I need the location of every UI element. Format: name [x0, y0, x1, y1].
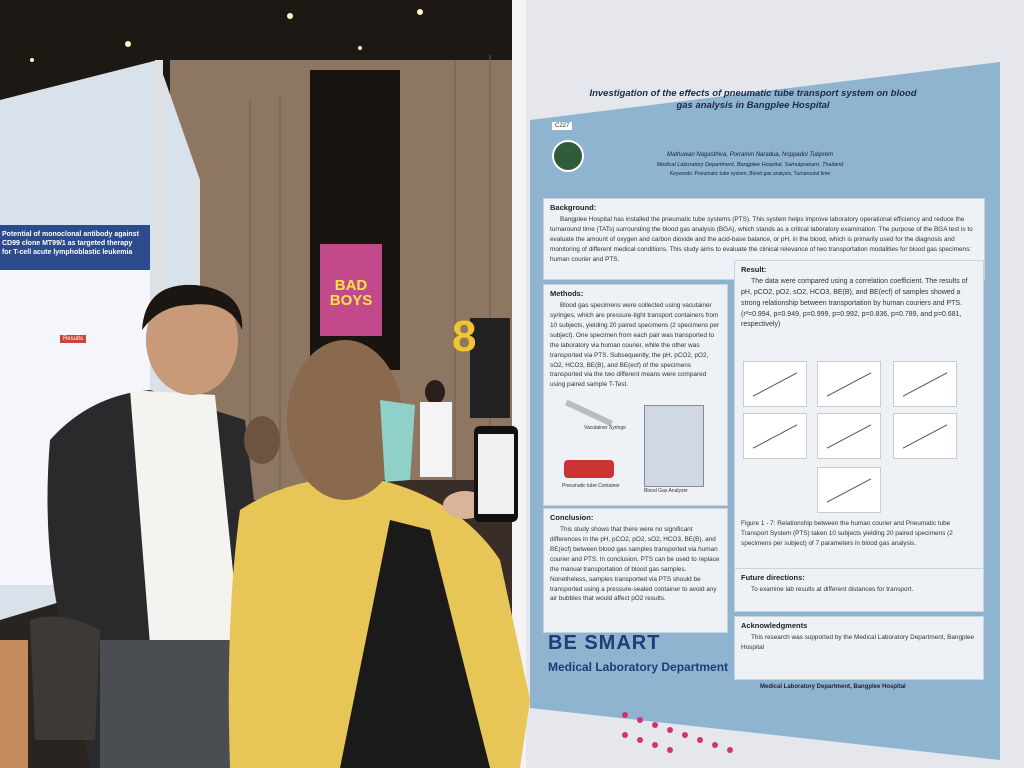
section-heading: Background:: [550, 203, 597, 212]
booth-pole: [155, 60, 163, 360]
movie-poster: [320, 244, 382, 336]
result-plot: [817, 413, 881, 459]
section-heading: Result:: [741, 265, 767, 274]
result-plot: [743, 413, 807, 459]
section-body: This study shows that there were no sign…: [550, 526, 720, 603]
hospital-logo: [552, 140, 584, 172]
result-plot: [743, 361, 807, 407]
brand-sub: Medical Laboratory Department: [548, 660, 729, 674]
poster-affiliation: Medical Laboratory Department, Bangplee …: [656, 162, 844, 168]
analyzer: [644, 405, 704, 487]
booth-number: 8: [452, 312, 477, 361]
left-poster-section: Results: [60, 335, 87, 343]
conclusion-box: Conclusion: This study shows that there …: [543, 508, 728, 633]
brand: BE SMART: [548, 632, 661, 654]
arm-edge: [0, 640, 28, 768]
woman-bun: [244, 416, 280, 464]
bg-person: [420, 402, 452, 477]
section-heading: Methods:: [550, 289, 584, 298]
section-body: The data were compared using a correlati…: [741, 278, 968, 329]
figure-caption: Figure 1 - 7: Relationship between the h…: [741, 520, 953, 547]
result-plot: [893, 413, 957, 459]
movie-title: BAD BOYS: [329, 277, 373, 309]
board-pole: [512, 0, 526, 768]
man-face: [146, 285, 238, 395]
left-poster-header: [0, 225, 150, 270]
section-heading: Acknowledgments: [741, 621, 808, 630]
bg-person-head: [425, 380, 445, 404]
methods-box: Methods: Blood gas specimens were collec…: [543, 284, 728, 506]
poster-code: C227: [552, 122, 573, 130]
acknowledgments-box: Acknowledgments This research was suppor…: [734, 616, 984, 680]
section-body: Blood gas specimens were collected using…: [550, 302, 720, 389]
man-hair: [142, 284, 243, 330]
woman-hair: [287, 340, 403, 500]
result-plot: [817, 361, 881, 407]
future-box: Future directions: To examine lab result…: [734, 568, 984, 612]
result-box: Result: The data were compared using a c…: [734, 260, 984, 588]
tube-container: [564, 460, 614, 478]
pink-dots: [622, 712, 733, 753]
woman-mask: [380, 400, 415, 482]
poster-footer: Medical Laboratory Department, Bangplee …: [760, 684, 906, 690]
left-poster-title: Potential of monoclonal antibody against…: [2, 231, 139, 257]
ceiling-lights: [30, 9, 423, 65]
section-heading: Conclusion:: [550, 513, 594, 522]
man-trousers: [100, 640, 250, 768]
result-plot: [817, 467, 881, 513]
figure-label: Pneumatic tube Container: [562, 483, 620, 489]
man-bag: [30, 616, 100, 740]
section-body: This research was supported by the Medic…: [741, 634, 975, 651]
man-shirt: [130, 390, 240, 645]
booth-sign: [470, 318, 510, 418]
figure-label: Blood Gas Analyzer: [644, 488, 688, 494]
poster-title: Investigation of the effects of pneumati…: [589, 88, 917, 112]
syringe: [565, 399, 613, 427]
section-body: Bangplee Hospital has installed the pneu…: [550, 216, 973, 263]
woman-bag-strap: [340, 520, 490, 768]
phone-screen: [478, 434, 514, 514]
poster-authors: Mathuwan Nagasthiva, Porramin Naradua, N…: [667, 152, 833, 158]
section-heading: Future directions:: [741, 573, 805, 582]
section-body: To examine lab results at different dist…: [751, 586, 914, 593]
figure-label: Vacutainer Syringe: [584, 425, 626, 431]
poster-keywords: Keywords: Pneumatic tube system, Blood g…: [669, 171, 831, 177]
result-plot: [893, 361, 957, 407]
